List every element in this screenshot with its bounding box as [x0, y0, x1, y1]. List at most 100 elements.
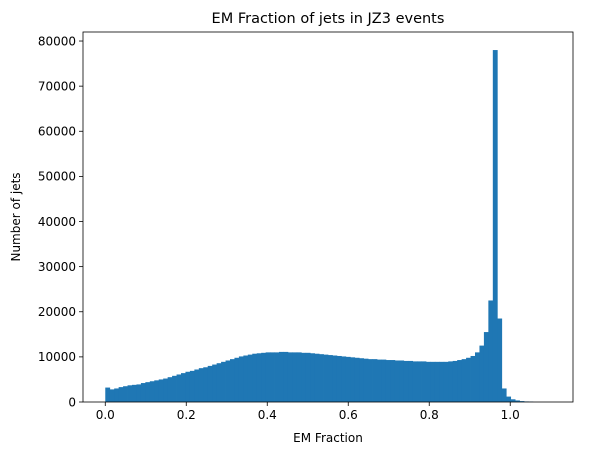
- histogram-bar: [368, 359, 373, 402]
- histogram-bar: [471, 356, 476, 402]
- histogram-bar: [511, 399, 516, 402]
- histogram-bar: [114, 388, 119, 402]
- histogram-bar: [453, 361, 458, 402]
- histogram-bar: [297, 352, 302, 402]
- histogram-bar: [150, 381, 155, 402]
- histogram-bar: [413, 361, 418, 402]
- histogram-bar: [497, 319, 502, 402]
- histogram-bar: [430, 362, 435, 402]
- histogram-bar: [350, 357, 355, 402]
- histogram-bar: [172, 376, 177, 402]
- histogram-bar: [270, 352, 275, 402]
- histogram-bar: [123, 386, 128, 402]
- y-tick-label: 40000: [38, 215, 76, 229]
- histogram-bar: [395, 360, 400, 402]
- histogram-bar: [141, 383, 146, 402]
- histogram-bar: [439, 362, 444, 402]
- histogram-bar: [341, 356, 346, 402]
- histogram-bar: [506, 397, 511, 402]
- histogram-bar: [154, 380, 159, 402]
- y-tick-label: 20000: [38, 305, 76, 319]
- histogram-bar: [234, 358, 239, 402]
- histogram-bar: [159, 379, 164, 402]
- histogram-bar: [243, 356, 248, 402]
- x-tick-label: 0.8: [420, 408, 439, 422]
- histogram-bar: [136, 384, 141, 402]
- histogram-bar: [426, 362, 431, 402]
- histogram-bar: [488, 300, 493, 402]
- histogram-bar: [377, 360, 382, 402]
- histogram-bar: [239, 356, 244, 402]
- y-tick-label: 0: [68, 395, 76, 409]
- y-tick-label: 30000: [38, 260, 76, 274]
- y-axis-label: Number of jets: [9, 172, 23, 261]
- histogram-bar: [373, 359, 378, 402]
- histogram-bar: [168, 377, 173, 402]
- histogram-bar: [217, 363, 222, 402]
- histogram-bar: [359, 358, 364, 402]
- histogram-bar: [457, 360, 462, 402]
- histogram-bar: [221, 362, 226, 402]
- histogram-bar: [386, 360, 391, 402]
- histogram-bar: [417, 361, 422, 402]
- histogram-bar: [279, 352, 284, 402]
- y-tick-label: 60000: [38, 125, 76, 139]
- x-tick-label: 0.0: [96, 408, 115, 422]
- histogram-bar: [337, 356, 342, 402]
- histogram-bar: [444, 362, 449, 402]
- histogram-bar: [435, 362, 440, 402]
- histogram-bar: [466, 358, 471, 402]
- histogram-bar: [248, 355, 253, 402]
- histogram-bar: [261, 353, 266, 402]
- histogram-bar: [404, 361, 409, 402]
- histogram-bar: [475, 352, 480, 402]
- x-tick-label: 0.4: [258, 408, 277, 422]
- histogram-bar: [199, 368, 204, 402]
- histogram-bar: [128, 385, 133, 402]
- histogram-bar: [502, 388, 507, 402]
- histogram-bar: [493, 50, 498, 402]
- histogram-bar: [105, 388, 110, 402]
- histogram-bar: [479, 346, 484, 402]
- histogram-bar: [208, 366, 213, 402]
- histogram-bar: [355, 358, 360, 402]
- histogram-bar: [315, 354, 320, 402]
- histogram-bar: [306, 353, 311, 402]
- histogram-bar: [292, 352, 297, 402]
- histogram-bar: [364, 359, 369, 402]
- histogram-bar: [194, 370, 199, 402]
- histogram-bar: [462, 359, 467, 402]
- histogram-bar: [181, 373, 186, 402]
- histogram-bar: [185, 372, 190, 402]
- y-tick-label: 10000: [38, 350, 76, 364]
- histogram-bar: [203, 367, 208, 402]
- y-tick-label: 50000: [38, 170, 76, 184]
- histogram-bar: [301, 353, 306, 402]
- histogram-bar: [328, 355, 333, 402]
- histogram-bar: [324, 355, 329, 402]
- histogram-bar: [390, 360, 395, 402]
- histogram-bar: [132, 385, 137, 402]
- histogram-bar: [190, 371, 195, 402]
- histogram-bar: [252, 354, 257, 402]
- histogram-bar: [484, 332, 489, 402]
- histogram-bar: [332, 356, 337, 402]
- histogram-bar: [110, 389, 115, 402]
- histogram-bar: [346, 357, 351, 402]
- histogram-bar: [310, 353, 315, 402]
- histogram-bar: [177, 374, 182, 402]
- histogram-bar: [275, 352, 280, 402]
- histogram-bar: [408, 361, 413, 402]
- histogram-bar: [319, 354, 324, 402]
- histogram-bar: [119, 387, 124, 402]
- histogram-bar: [257, 353, 262, 402]
- histogram-bar: [288, 352, 293, 402]
- histogram-bar: [226, 360, 231, 402]
- histogram-bar: [283, 352, 288, 402]
- x-tick-label: 0.6: [339, 408, 358, 422]
- histogram-bar: [212, 365, 217, 402]
- histogram-bar: [145, 382, 150, 402]
- histogram-bar: [399, 360, 404, 402]
